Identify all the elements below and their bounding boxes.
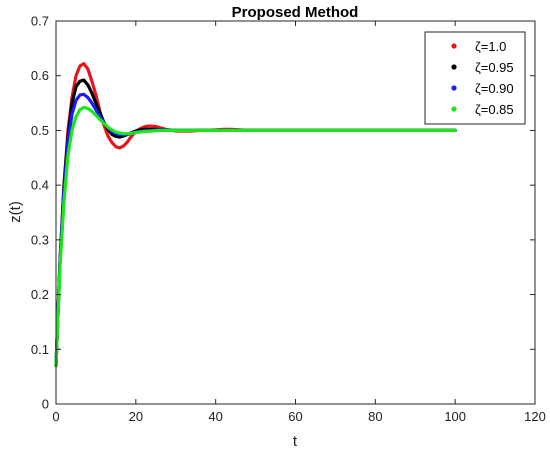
legend-box xyxy=(424,31,526,125)
legend-entry-3: ζ=0.90 xyxy=(475,81,514,96)
series-line-4 xyxy=(54,105,457,368)
chart-title: Proposed Method xyxy=(232,4,359,21)
y-tick-label: 0.2 xyxy=(31,287,49,302)
y-tick-label: 0 xyxy=(42,397,49,412)
y-tick-label: 0.3 xyxy=(31,232,49,247)
x-tick-label: 120 xyxy=(524,409,546,424)
y-tick-label: 0.6 xyxy=(31,68,49,83)
y-tick-label: 0.4 xyxy=(31,178,49,193)
legend-entry-1: ζ=1.0 xyxy=(475,39,506,54)
x-tick-label: 40 xyxy=(208,409,222,424)
y-tick-label: 0.5 xyxy=(31,123,49,138)
legend-marker-1 xyxy=(451,43,457,49)
legend-marker-3 xyxy=(451,85,457,91)
x-tick-label: 20 xyxy=(129,409,143,424)
legend: ζ=1.0 ζ=0.95 ζ=0.90 ζ=0.85 xyxy=(424,31,526,125)
legend-entry-2: ζ=0.95 xyxy=(475,60,514,75)
series-layer xyxy=(54,62,457,368)
ticks-layer: 0 20 40 60 80 100 120 0 0.1 0.2 0.3 0.4 0.5 0.6 0.7 xyxy=(31,14,546,425)
x-axis-label: t xyxy=(293,433,298,450)
x-tick-label: 60 xyxy=(288,409,302,424)
x-tick-label: 100 xyxy=(444,409,466,424)
y-tick-label: 0.7 xyxy=(31,14,49,29)
x-tick-label: 0 xyxy=(52,409,59,424)
legend-entry-4: ζ=0.85 xyxy=(475,102,514,117)
y-tick-label: 0.1 xyxy=(31,342,49,357)
y-axis-label: z(t) xyxy=(7,201,24,223)
x-tick-label: 80 xyxy=(368,409,382,424)
legend-marker-4 xyxy=(451,106,457,112)
legend-marker-2 xyxy=(451,64,457,70)
